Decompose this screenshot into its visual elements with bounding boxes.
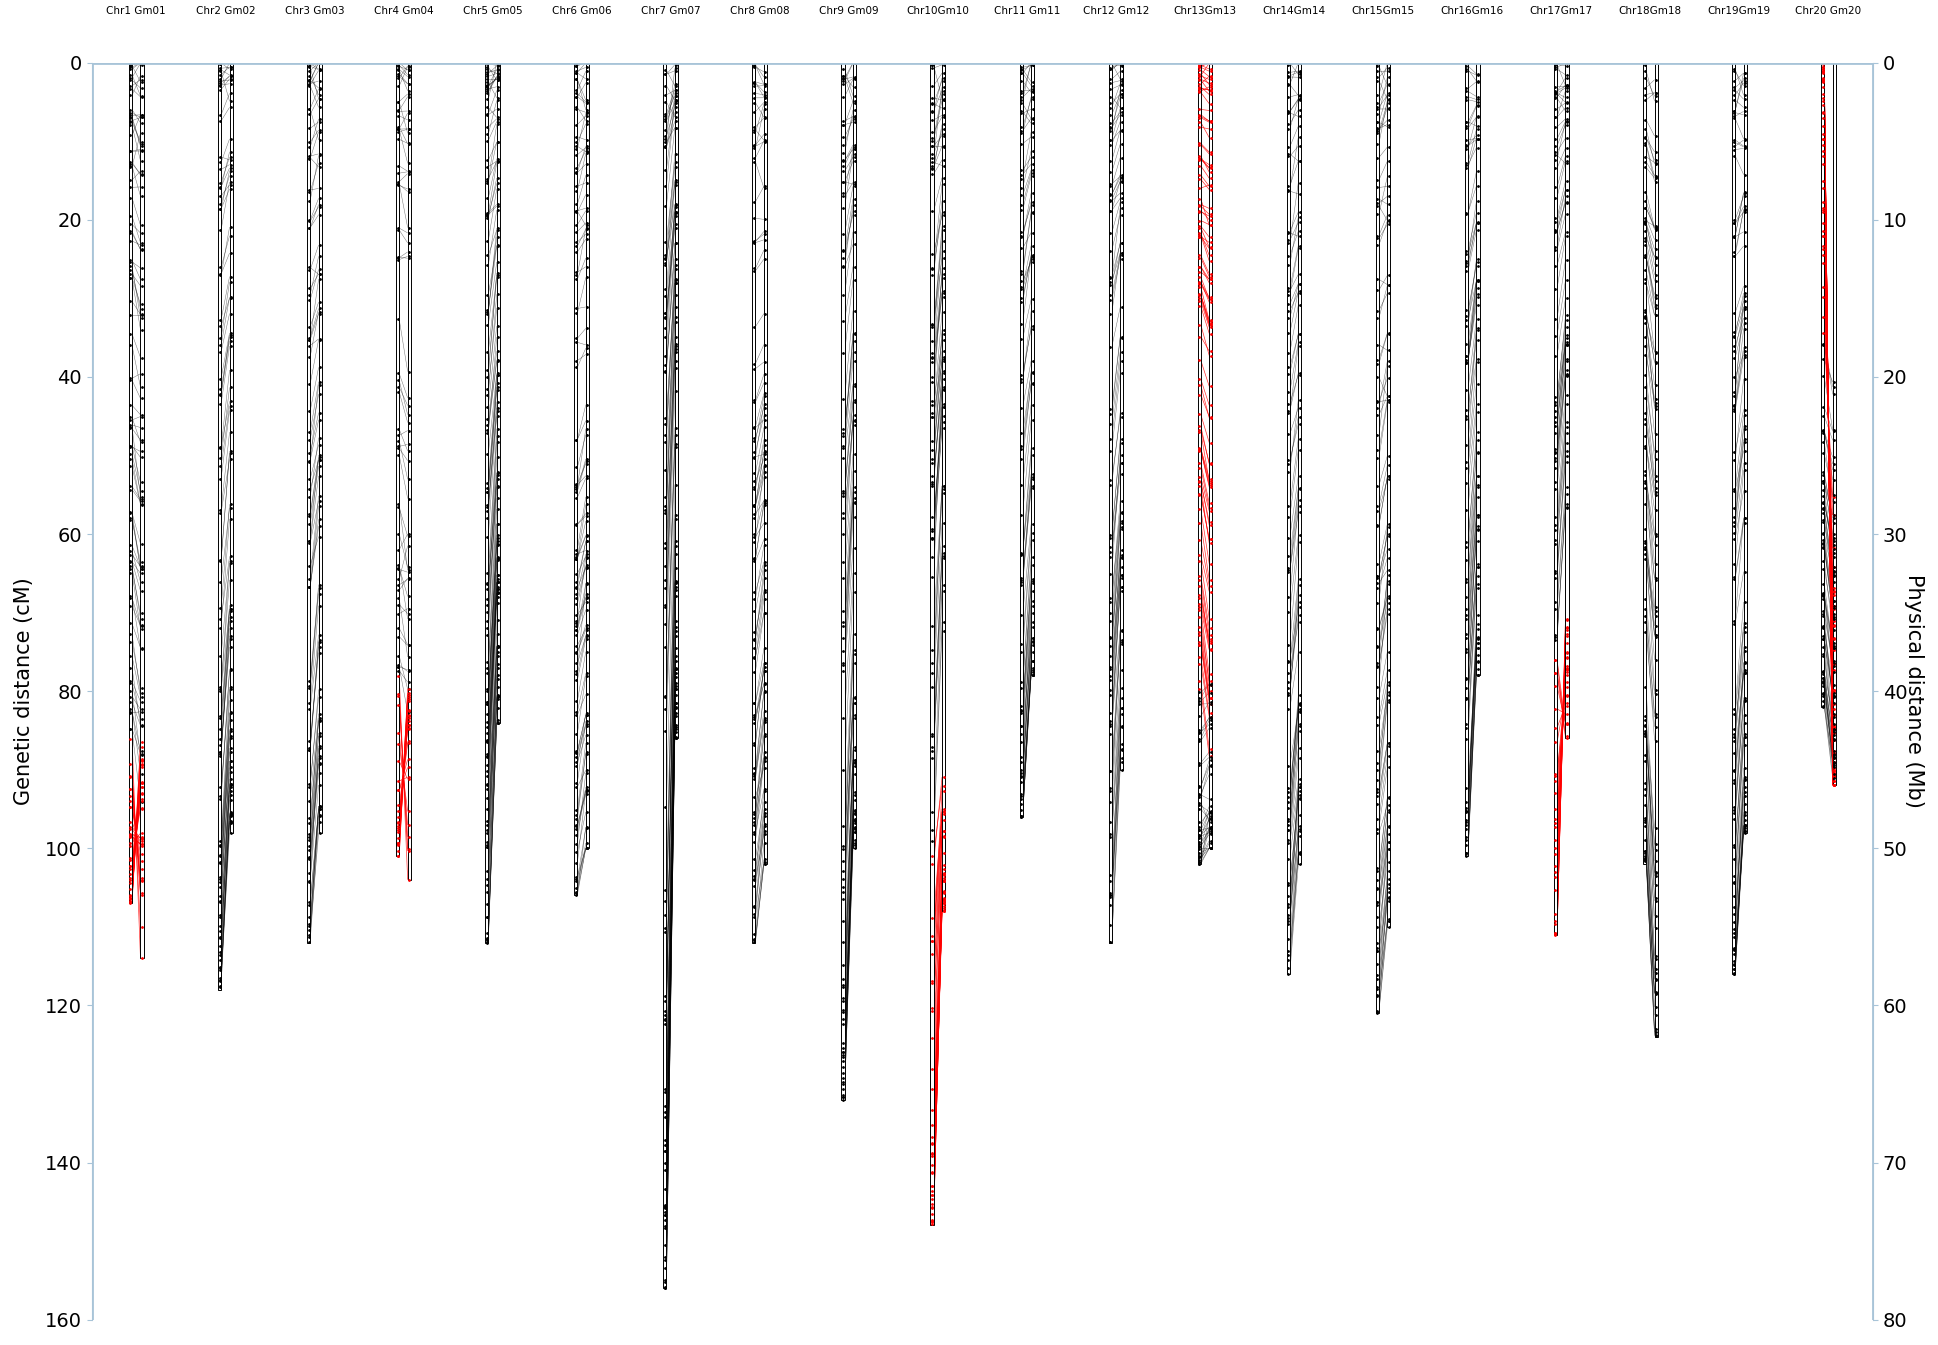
Bar [1833,63,1835,785]
Text: Chr4 Gm04: Chr4 Gm04 [374,5,434,16]
Text: Chr8 Gm08: Chr8 Gm08 [731,5,789,16]
Y-axis label: Physical distance (Mb): Physical distance (Mb) [1905,574,1924,808]
Text: Chr2 Gm02: Chr2 Gm02 [196,5,256,16]
Bar [1109,63,1112,943]
Bar [674,63,678,738]
Text: Chr3 Gm03: Chr3 Gm03 [285,5,345,16]
Bar [395,63,399,857]
Text: Chr16Gm16: Chr16Gm16 [1440,5,1504,16]
Text: Chr9 Gm09: Chr9 Gm09 [820,5,878,16]
Bar [229,63,233,833]
Bar [1733,63,1735,974]
Text: Chr19Gm19: Chr19Gm19 [1707,5,1771,16]
Bar [484,63,488,943]
Text: Chr20 Gm20: Chr20 Gm20 [1795,5,1862,16]
Bar [1209,63,1213,849]
Bar [942,63,946,911]
Bar [1554,63,1556,935]
Bar [663,63,667,1289]
Bar [407,63,411,880]
Bar [752,63,756,943]
Bar [1643,63,1645,863]
Bar [1120,63,1124,769]
Text: Chr7 Gm07: Chr7 Gm07 [641,5,700,16]
Bar [496,63,500,722]
Bar [853,63,857,849]
Bar [574,63,578,896]
Bar [1655,63,1657,1037]
Bar [306,63,310,943]
Bar [1744,63,1746,833]
Text: Chr12 Gm12: Chr12 Gm12 [1083,5,1149,16]
Bar [130,63,132,904]
Bar [930,63,934,1225]
Text: Chr14Gm14: Chr14Gm14 [1262,5,1326,16]
Bar [1566,63,1568,738]
Bar [764,63,767,863]
Text: Chr18Gm18: Chr18Gm18 [1618,5,1682,16]
Bar [1287,63,1291,974]
Bar [1031,63,1035,675]
Text: Chr5 Gm05: Chr5 Gm05 [463,5,523,16]
Bar [1019,63,1023,816]
Text: Chr1 Gm01: Chr1 Gm01 [107,5,167,16]
Bar [318,63,322,833]
Bar [1376,63,1380,1013]
Bar [1477,63,1479,675]
Text: Chr15Gm15: Chr15Gm15 [1351,5,1415,16]
Bar [1298,63,1302,863]
Bar [1465,63,1467,857]
Bar [1198,63,1202,863]
Bar [1388,63,1390,927]
Text: Chr10Gm10: Chr10Gm10 [907,5,969,16]
Y-axis label: Genetic distance (cM): Genetic distance (cM) [14,577,33,806]
Bar [585,63,589,849]
Text: Chr11 Gm11: Chr11 Gm11 [994,5,1060,16]
Bar [217,63,221,990]
Bar [140,63,143,958]
Bar [1822,63,1824,707]
Text: Chr17Gm17: Chr17Gm17 [1529,5,1593,16]
Text: Chr13Gm13: Chr13Gm13 [1172,5,1236,16]
Bar [841,63,845,1100]
Text: Chr6 Gm06: Chr6 Gm06 [552,5,610,16]
